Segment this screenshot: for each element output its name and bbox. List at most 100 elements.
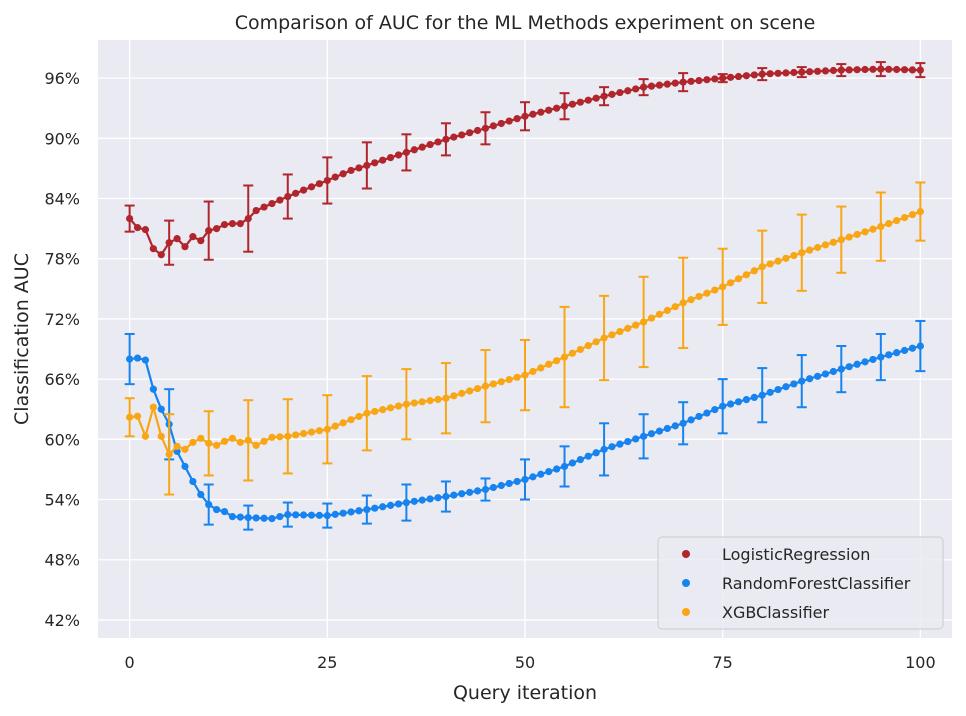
data-point	[347, 508, 355, 516]
data-point	[473, 126, 482, 135]
data-point	[181, 462, 189, 471]
data-point	[647, 314, 656, 322]
data-point	[726, 73, 735, 81]
series-layer	[124, 61, 926, 531]
data-point	[173, 235, 181, 243]
data-point	[624, 324, 632, 332]
data-point	[568, 100, 577, 108]
x-tick-label: 0	[125, 653, 135, 672]
data-point	[734, 275, 743, 283]
data-point	[347, 166, 355, 175]
data-point	[900, 66, 909, 74]
data-point	[141, 432, 150, 440]
data-point	[450, 491, 458, 499]
data-point	[916, 342, 924, 350]
data-point	[576, 345, 584, 354]
data-point	[292, 511, 300, 519]
data-point	[402, 498, 410, 507]
data-point	[719, 402, 727, 410]
data-point	[157, 251, 165, 259]
data-point	[450, 392, 458, 400]
data-point	[426, 140, 434, 149]
data-point	[157, 405, 165, 413]
data-point	[758, 70, 766, 78]
chart-title: Comparison of AUC for the ML Methods exp…	[235, 12, 816, 34]
data-point	[323, 425, 331, 433]
data-point	[560, 102, 569, 110]
data-point	[529, 473, 537, 481]
data-point	[418, 496, 426, 504]
data-point	[687, 416, 695, 424]
data-point	[655, 427, 664, 435]
data-point	[877, 223, 885, 231]
data-point	[853, 66, 861, 74]
data-point	[537, 108, 545, 116]
data-point	[268, 199, 276, 208]
data-point	[505, 479, 513, 488]
data-point	[165, 239, 173, 247]
data-point	[592, 94, 600, 102]
data-point	[576, 98, 584, 106]
data-point	[908, 210, 917, 219]
data-point	[284, 432, 292, 440]
data-point	[719, 283, 727, 291]
data-point	[560, 462, 569, 471]
data-point	[671, 303, 679, 311]
data-point	[813, 243, 822, 252]
data-point	[363, 161, 371, 170]
series-xgbclassifier	[124, 181, 926, 496]
data-point	[545, 468, 553, 476]
data-point	[845, 363, 853, 371]
data-point	[711, 286, 719, 294]
data-point	[758, 391, 766, 399]
series-logisticregression	[124, 61, 926, 266]
data-point	[126, 413, 134, 421]
data-point	[268, 433, 276, 441]
data-point	[750, 267, 758, 275]
data-point	[711, 75, 719, 83]
legend-marker-xgbclassifier	[682, 608, 690, 616]
data-point	[386, 501, 395, 509]
data-point	[394, 500, 403, 508]
data-point	[402, 400, 410, 408]
data-point	[299, 186, 308, 194]
data-point	[837, 365, 845, 373]
data-point	[386, 404, 395, 412]
data-point	[608, 443, 616, 451]
data-point	[236, 220, 244, 228]
data-point	[133, 224, 142, 232]
data-point	[197, 237, 205, 245]
data-point	[869, 225, 877, 233]
data-point	[299, 429, 308, 438]
data-point	[481, 485, 490, 494]
data-point	[553, 465, 561, 473]
data-point	[584, 342, 592, 350]
data-point	[394, 402, 403, 410]
data-point	[806, 375, 814, 383]
data-point	[671, 79, 679, 87]
data-point	[307, 511, 316, 519]
x-tick-label: 50	[515, 653, 535, 672]
data-point	[821, 370, 830, 378]
data-point	[616, 88, 624, 97]
data-point	[442, 492, 450, 501]
data-point	[774, 385, 782, 394]
data-point	[252, 206, 260, 215]
data-point	[481, 382, 490, 390]
data-point	[458, 131, 466, 139]
data-point	[426, 495, 434, 503]
data-point	[386, 153, 395, 162]
data-point	[213, 441, 221, 449]
data-point	[466, 387, 474, 395]
data-point	[450, 133, 458, 141]
data-point	[576, 456, 584, 464]
data-point	[758, 263, 766, 271]
data-point	[766, 70, 774, 78]
data-point	[877, 353, 885, 361]
data-point	[315, 180, 324, 188]
data-point	[133, 412, 142, 420]
series-randomforestclassifier	[124, 319, 926, 531]
data-point	[640, 432, 648, 440]
data-point	[213, 505, 221, 514]
